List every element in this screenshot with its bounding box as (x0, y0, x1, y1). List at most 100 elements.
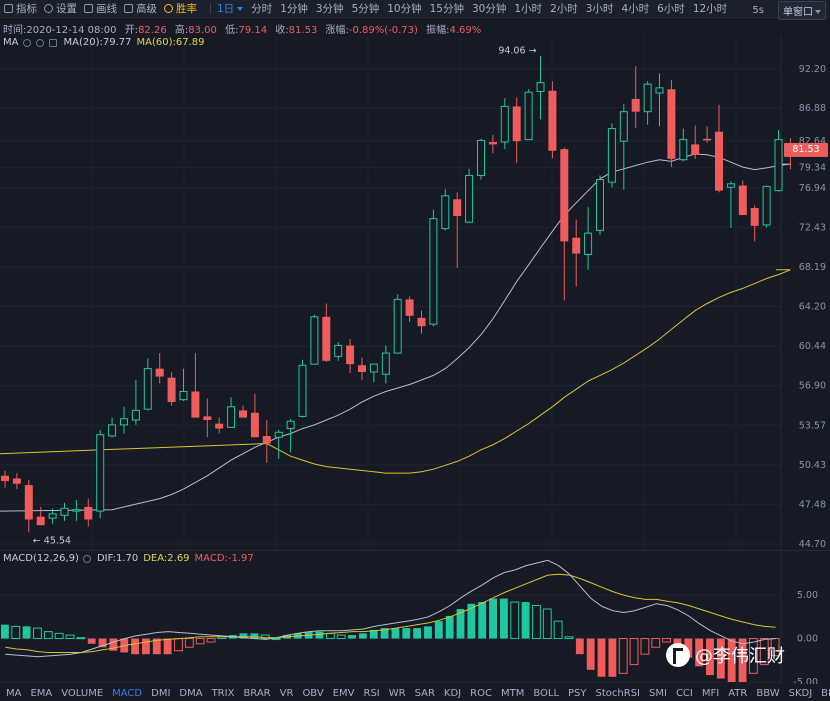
indicator-tab-dmi[interactable]: DMI (151, 687, 171, 699)
macd-bar (608, 638, 617, 677)
win-rate-tool[interactable]: 胜率 (164, 1, 197, 16)
interval-3[interactable]: 3分钟 (315, 3, 344, 15)
indicator-tab-roc[interactable]: ROC (470, 687, 492, 699)
candle (60, 502, 69, 521)
macd-bar (11, 625, 21, 640)
interval-12[interactable]: 6小时 (657, 3, 685, 15)
indicator-tab-sar[interactable]: SAR (414, 687, 435, 699)
indicator-tab-vr[interactable]: VR (279, 687, 294, 699)
indicator-tab-dma[interactable]: DMA (179, 687, 203, 699)
indicator-tab-stochrsi[interactable]: StochRSI (595, 687, 640, 699)
candle-body (227, 406, 236, 428)
high-value: 83.00 (188, 25, 217, 36)
interval-5[interactable]: 10分钟 (387, 3, 422, 15)
candle-body (1, 475, 9, 482)
indicator-tab-smi[interactable]: SMI (649, 687, 667, 699)
indicator-tool[interactable]: 指标 (4, 1, 37, 16)
candle-body (239, 410, 247, 418)
ma60-line (0, 269, 791, 474)
settings-tool[interactable]: 设置 (44, 1, 77, 16)
watermark: @李伟汇财 (666, 642, 785, 668)
candle (120, 406, 128, 434)
macd-bar (651, 638, 661, 648)
interval-11[interactable]: 4小时 (621, 3, 650, 15)
candle (405, 296, 414, 323)
indicator-tab-psy[interactable]: PSY (568, 687, 587, 699)
indicator-tab-bias[interactable]: BIAS (821, 687, 830, 699)
indicator-tab-ema[interactable]: EMA (30, 687, 53, 699)
settings-icon[interactable] (36, 38, 45, 47)
candle (643, 81, 652, 125)
window-mode-dropdown[interactable]: 单窗口 (778, 1, 826, 20)
indicator-tab-emv[interactable]: EMV (332, 687, 355, 699)
macd-chart[interactable]: 5.00 0.00 -5.00 (0, 550, 830, 684)
macd-bar (478, 602, 487, 639)
indicator-tab-macd[interactable]: MACD (112, 687, 143, 699)
indicator-tab-mtm[interactable]: MTM (500, 687, 525, 699)
macd-bar (402, 628, 411, 639)
ma-legend-name: MA (3, 37, 19, 48)
close-icon[interactable] (49, 38, 58, 47)
settings-icon[interactable] (82, 554, 91, 563)
interval-7[interactable]: 30分钟 (472, 3, 507, 15)
candlestick-chart[interactable]: 92.20 86.88 82.64 79.34 76.94 72.43 68.19 64.20… (0, 36, 830, 550)
open-value: 82.26 (138, 25, 167, 36)
candle (762, 185, 771, 228)
visibility-icon[interactable] (23, 38, 32, 47)
interval-9[interactable]: 2小时 (550, 3, 578, 15)
candle-body (108, 424, 117, 437)
candle (584, 207, 593, 270)
indicator-tab-brar[interactable]: BRAR (243, 687, 271, 699)
dea-value: DEA:2.69 (143, 553, 190, 564)
indicator-tab-kdj[interactable]: KDJ (443, 687, 462, 699)
macd-value: MACD:-1.97 (194, 553, 254, 564)
indicator-tab-ma[interactable]: MA (6, 687, 22, 699)
interval-13[interactable]: 12小时 (692, 3, 728, 15)
indicator-tab-boll[interactable]: BOLL (533, 687, 560, 699)
macd-bar (748, 638, 758, 674)
macd-bar (706, 638, 714, 676)
draw-line-tool[interactable]: 画线 (84, 1, 117, 16)
advanced-tool[interactable]: 高级 (124, 1, 157, 16)
indicator-tab-trix[interactable]: TRIX (211, 687, 235, 699)
candle (524, 89, 533, 141)
candle-body (750, 208, 759, 226)
macd-tick: 0.00 (797, 634, 818, 645)
candle-body (703, 138, 712, 141)
indicator-tab-wr[interactable]: WR (388, 687, 406, 699)
candle (369, 363, 378, 383)
interval-2[interactable]: 1分钟 (280, 3, 308, 15)
candle (536, 55, 545, 120)
candle (84, 498, 93, 527)
indicator-tab-cci[interactable]: CCI (675, 687, 693, 699)
advanced-label: 高级 (136, 3, 157, 15)
ma20-value: MA(20):79.77 (63, 37, 132, 48)
macd-bar (358, 633, 367, 639)
indicator-tab-atr[interactable]: ATR (728, 687, 748, 699)
refresh-speed[interactable]: 5s (752, 5, 764, 16)
interval-1[interactable]: 分时 (251, 3, 273, 15)
indicator-tab-skdj[interactable]: SKDJ (788, 687, 813, 699)
interval-6[interactable]: 15分钟 (429, 3, 464, 15)
macd-bar (629, 638, 639, 666)
price-tick: 79.34 (799, 163, 826, 174)
indicator-tab-bbw[interactable]: BBW (756, 687, 780, 699)
candle-body (155, 368, 164, 377)
indicator-tab-mfi[interactable]: MFI (701, 687, 720, 699)
interval-4[interactable]: 5分钟 (351, 3, 380, 15)
macd-bar (521, 602, 530, 639)
macd-bar (152, 638, 161, 655)
candle (631, 66, 640, 128)
macd-bar (640, 638, 650, 655)
interval-0[interactable]: 1日 (217, 1, 244, 16)
indicator-tab-obv[interactable]: OBV (302, 687, 324, 699)
draw-line-icon (84, 4, 93, 13)
macd-bar (109, 638, 118, 651)
candle-body (512, 106, 521, 142)
indicator-tab-volume[interactable]: VOLUME (61, 687, 104, 699)
interval-10[interactable]: 3小时 (585, 3, 614, 15)
candle-body (584, 232, 593, 255)
interval-8[interactable]: 1小时 (514, 3, 543, 15)
indicator-tab-rsi[interactable]: RSI (363, 687, 380, 699)
price-tick: 47.48 (799, 499, 826, 510)
